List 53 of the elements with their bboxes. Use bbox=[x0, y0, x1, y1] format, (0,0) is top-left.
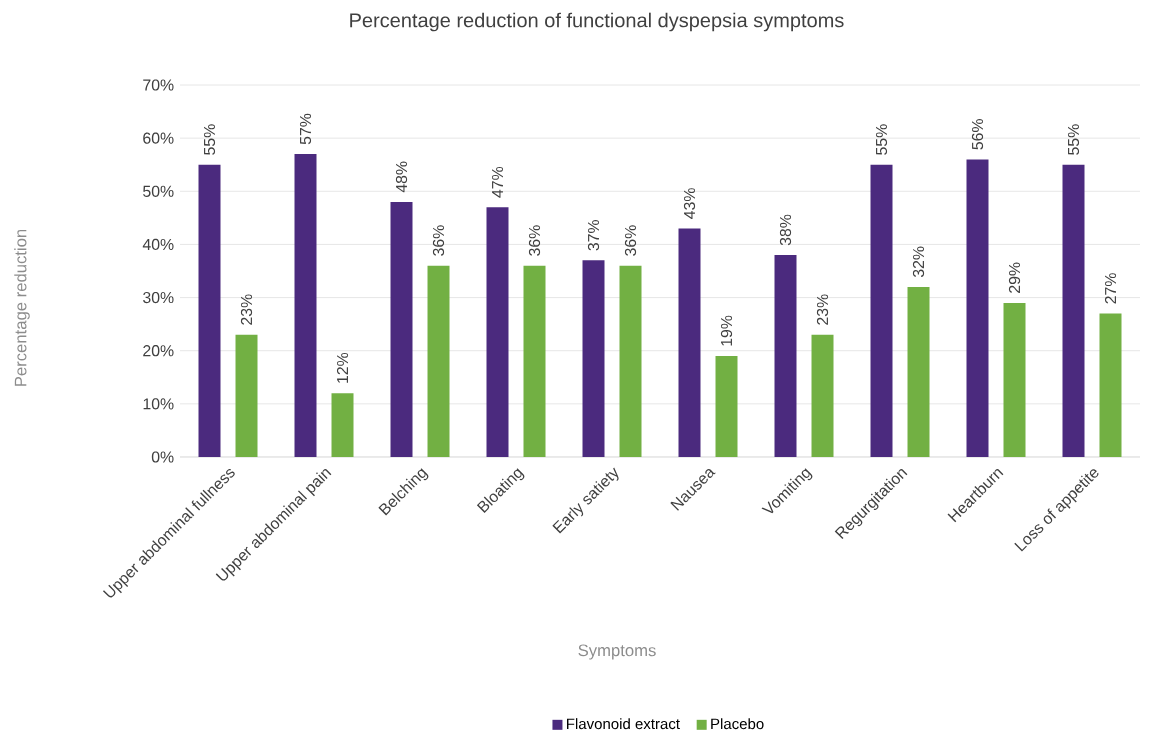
bar bbox=[715, 356, 738, 457]
bar bbox=[486, 207, 509, 457]
data-label: 56% bbox=[971, 119, 984, 150]
y-tick-label: 0% bbox=[151, 451, 174, 463]
data-label: 23% bbox=[240, 294, 253, 325]
data-label: 47% bbox=[491, 166, 504, 198]
data-label: 55% bbox=[203, 124, 216, 155]
bar bbox=[198, 164, 221, 457]
data-label: 57% bbox=[299, 113, 312, 145]
data-label: 23% bbox=[816, 294, 829, 325]
legend-label: Flavonoid extract bbox=[567, 718, 680, 730]
data-label: 36% bbox=[528, 225, 541, 256]
chart-title: Percentage reduction of functional dyspepsia symptoms bbox=[350, 12, 844, 32]
y-tick-label: 70% bbox=[143, 79, 174, 91]
data-label: 12% bbox=[336, 352, 349, 383]
bar bbox=[966, 159, 989, 457]
bar bbox=[1003, 302, 1026, 457]
data-label: 43% bbox=[683, 188, 696, 219]
data-label: 48% bbox=[395, 161, 408, 193]
bar bbox=[235, 334, 258, 457]
data-label: 55% bbox=[875, 124, 888, 155]
data-label: 27% bbox=[1104, 273, 1117, 304]
bar bbox=[1062, 164, 1085, 457]
bar bbox=[523, 265, 546, 457]
bar bbox=[619, 265, 642, 457]
x-axis-title: Symptoms bbox=[578, 644, 656, 660]
data-label: 19% bbox=[720, 315, 733, 346]
legend-label: Placebo bbox=[711, 718, 764, 730]
data-label: 29% bbox=[1008, 262, 1021, 293]
bar bbox=[678, 228, 701, 457]
data-label: 32% bbox=[912, 246, 925, 278]
y-tick-label: 50% bbox=[143, 185, 174, 197]
bar bbox=[774, 255, 797, 457]
bar bbox=[427, 265, 450, 457]
y-tick-label: 20% bbox=[143, 345, 174, 357]
y-tick-label: 40% bbox=[142, 238, 174, 251]
data-label: 36% bbox=[432, 225, 445, 256]
y-axis-title: Percentage reduction bbox=[14, 229, 30, 386]
bar bbox=[907, 286, 930, 457]
data-label: 36% bbox=[624, 225, 637, 256]
bar bbox=[294, 154, 317, 457]
bar bbox=[811, 334, 834, 457]
y-tick-label: 30% bbox=[143, 291, 174, 304]
bar bbox=[870, 164, 893, 457]
bar bbox=[1099, 313, 1122, 457]
data-label: 37% bbox=[587, 220, 600, 251]
bar bbox=[582, 260, 605, 457]
bar bbox=[331, 393, 354, 457]
data-label: 38% bbox=[779, 214, 792, 246]
y-tick-label: 10% bbox=[143, 398, 174, 410]
y-tick-label: 60% bbox=[143, 132, 174, 144]
data-label: 55% bbox=[1067, 124, 1080, 155]
bar bbox=[390, 201, 413, 457]
